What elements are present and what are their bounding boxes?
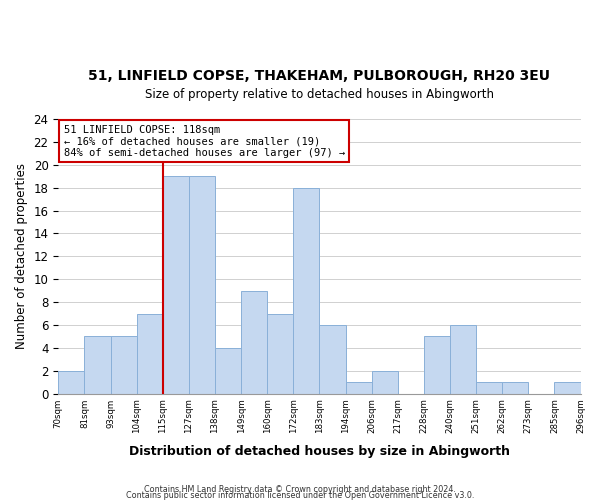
Bar	[293, 188, 319, 394]
Bar	[424, 336, 450, 394]
Bar	[110, 336, 137, 394]
Bar	[85, 336, 110, 394]
Bar	[476, 382, 502, 394]
Bar	[215, 348, 241, 394]
Bar	[241, 290, 267, 394]
Bar	[58, 371, 85, 394]
Bar	[502, 382, 528, 394]
Bar	[450, 325, 476, 394]
Bar	[189, 176, 215, 394]
Bar	[346, 382, 371, 394]
Bar	[554, 382, 581, 394]
Text: Contains HM Land Registry data © Crown copyright and database right 2024.: Contains HM Land Registry data © Crown c…	[144, 484, 456, 494]
Text: 51 LINFIELD COPSE: 118sqm
← 16% of detached houses are smaller (19)
84% of semi-: 51 LINFIELD COPSE: 118sqm ← 16% of detac…	[64, 124, 345, 158]
Bar	[163, 176, 189, 394]
X-axis label: Distribution of detached houses by size in Abingworth: Distribution of detached houses by size …	[129, 444, 510, 458]
Text: 51, LINFIELD COPSE, THAKEHAM, PULBOROUGH, RH20 3EU: 51, LINFIELD COPSE, THAKEHAM, PULBOROUGH…	[88, 70, 550, 84]
Text: Size of property relative to detached houses in Abingworth: Size of property relative to detached ho…	[145, 88, 494, 101]
Bar	[267, 314, 293, 394]
Y-axis label: Number of detached properties: Number of detached properties	[15, 164, 28, 350]
Bar	[371, 371, 398, 394]
Bar	[319, 325, 346, 394]
Text: Contains public sector information licensed under the Open Government Licence v3: Contains public sector information licen…	[126, 490, 474, 500]
Bar	[137, 314, 163, 394]
